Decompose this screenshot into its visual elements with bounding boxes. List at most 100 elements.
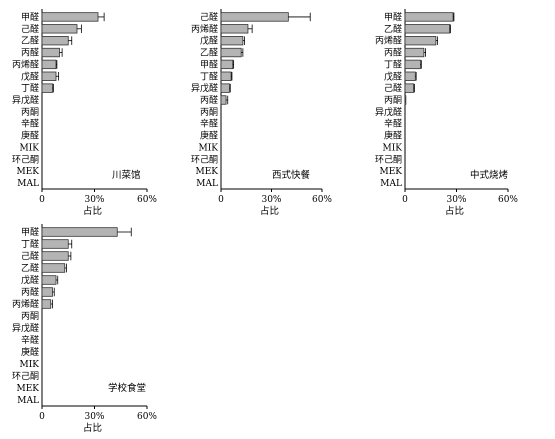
category-label: 戊醛 bbox=[21, 274, 39, 286]
bar bbox=[220, 47, 242, 58]
category-label: 庚醛 bbox=[21, 130, 39, 142]
category-label: 丙醛 bbox=[21, 286, 39, 298]
category-label: 戊醛 bbox=[200, 35, 218, 47]
category-label: 己醛 bbox=[200, 11, 218, 23]
category-label: 丁醛 bbox=[200, 70, 218, 82]
bar bbox=[404, 59, 421, 70]
x-tick-label: 0 bbox=[218, 195, 224, 205]
category-label: 甲醛 bbox=[21, 226, 39, 238]
category-label: 辛醛 bbox=[200, 118, 218, 130]
category-label: 丙酮 bbox=[384, 95, 402, 106]
panel-label: 西式快餐 bbox=[272, 169, 311, 181]
bar bbox=[41, 227, 118, 237]
category-label: 环己酮 bbox=[375, 154, 402, 165]
bar bbox=[41, 71, 57, 81]
category-label: MEK bbox=[16, 167, 39, 177]
category-label: 辛醛 bbox=[21, 118, 39, 130]
bar bbox=[41, 83, 53, 93]
category-label: MIK bbox=[383, 143, 403, 153]
bar bbox=[41, 299, 52, 309]
x-axis-title: 占比 bbox=[445, 205, 464, 217]
category-label: 丙醛 bbox=[21, 47, 39, 59]
x-tick-label: 30% bbox=[446, 195, 466, 205]
category-label: 环己酮 bbox=[191, 154, 218, 165]
bar bbox=[404, 12, 454, 22]
x-tick-label: 60% bbox=[498, 195, 518, 205]
bar bbox=[220, 59, 234, 70]
category-label: MEK bbox=[195, 167, 218, 177]
bar bbox=[220, 83, 230, 93]
category-label: 戊醛 bbox=[21, 70, 39, 82]
category-label: 丙烯醛 bbox=[12, 58, 39, 70]
category-label: 丙酮 bbox=[21, 107, 39, 118]
category-label: MIK bbox=[20, 360, 40, 370]
category-label: MAL bbox=[17, 396, 39, 406]
category-label: 丁醛 bbox=[21, 82, 39, 94]
x-axis-title: 占比 bbox=[83, 422, 102, 434]
bar bbox=[41, 263, 66, 273]
bar bbox=[41, 24, 78, 34]
bar bbox=[404, 24, 451, 34]
bar bbox=[404, 95, 407, 105]
category-label: MAL bbox=[196, 179, 218, 189]
bar bbox=[41, 12, 99, 22]
panel-label: 中式烧烤 bbox=[470, 169, 509, 181]
bar bbox=[220, 71, 232, 81]
category-label: 庚醛 bbox=[384, 130, 402, 142]
x-tick-label: 30% bbox=[84, 412, 104, 422]
category-label: 丙酮 bbox=[200, 107, 218, 118]
category-label: MAL bbox=[380, 179, 402, 189]
category-label: 丁醛 bbox=[384, 58, 402, 70]
x-tick-label: 30% bbox=[261, 195, 281, 205]
category-label: 丙烯醛 bbox=[12, 298, 39, 310]
category-label: 乙醛 bbox=[384, 23, 402, 35]
category-label: 丙烯醛 bbox=[191, 23, 218, 35]
category-label: 甲醛 bbox=[21, 11, 39, 23]
bar bbox=[41, 59, 57, 70]
x-tick-label: 0 bbox=[402, 195, 408, 205]
category-label: 环己酮 bbox=[12, 154, 39, 165]
bar bbox=[41, 275, 57, 285]
category-label: 己醛 bbox=[21, 250, 39, 262]
category-label: 乙醛 bbox=[21, 262, 39, 274]
bar bbox=[220, 24, 249, 34]
x-axis-title: 占比 bbox=[83, 205, 102, 217]
bar bbox=[220, 12, 289, 22]
category-label: 辛醛 bbox=[21, 334, 39, 346]
category-label: MEK bbox=[379, 167, 402, 177]
panel-label: 川菜馆 bbox=[112, 169, 141, 181]
category-label: MIK bbox=[20, 143, 40, 153]
bar bbox=[41, 35, 69, 46]
category-label: 丙酮 bbox=[21, 311, 39, 322]
x-tick-label: 60% bbox=[137, 195, 157, 205]
category-label: 庚醛 bbox=[21, 346, 39, 358]
x-tick-label: 30% bbox=[84, 195, 104, 205]
bar bbox=[41, 47, 60, 58]
category-label: 戊醛 bbox=[384, 70, 402, 82]
bar bbox=[41, 239, 69, 249]
category-label: 异戊醛 bbox=[12, 94, 39, 106]
x-tick-label: 0 bbox=[39, 412, 45, 422]
bar bbox=[220, 35, 244, 46]
category-label: 丙醛 bbox=[384, 47, 402, 59]
category-label: 丙醛 bbox=[200, 94, 218, 106]
category-label: 异戊醛 bbox=[191, 82, 218, 94]
category-label: 乙醛 bbox=[200, 47, 218, 59]
x-tick-label: 60% bbox=[137, 412, 157, 422]
category-label: 辛醛 bbox=[384, 118, 402, 130]
x-tick-label: 0 bbox=[39, 195, 45, 205]
bar bbox=[404, 83, 414, 93]
bar bbox=[41, 251, 69, 261]
bar bbox=[404, 35, 437, 46]
bar bbox=[41, 287, 53, 297]
category-label: 丙烯醛 bbox=[375, 35, 402, 47]
category-label: 甲醛 bbox=[200, 58, 218, 70]
category-label: 己醛 bbox=[21, 23, 39, 35]
category-label: 环己酮 bbox=[12, 371, 39, 382]
x-axis-title: 占比 bbox=[260, 205, 279, 217]
panel-label: 学校食堂 bbox=[108, 382, 146, 394]
category-label: 异戊醛 bbox=[12, 322, 39, 334]
category-label: 乙醛 bbox=[21, 35, 39, 47]
category-label: 丁醛 bbox=[21, 238, 39, 250]
x-tick-label: 60% bbox=[312, 195, 332, 205]
